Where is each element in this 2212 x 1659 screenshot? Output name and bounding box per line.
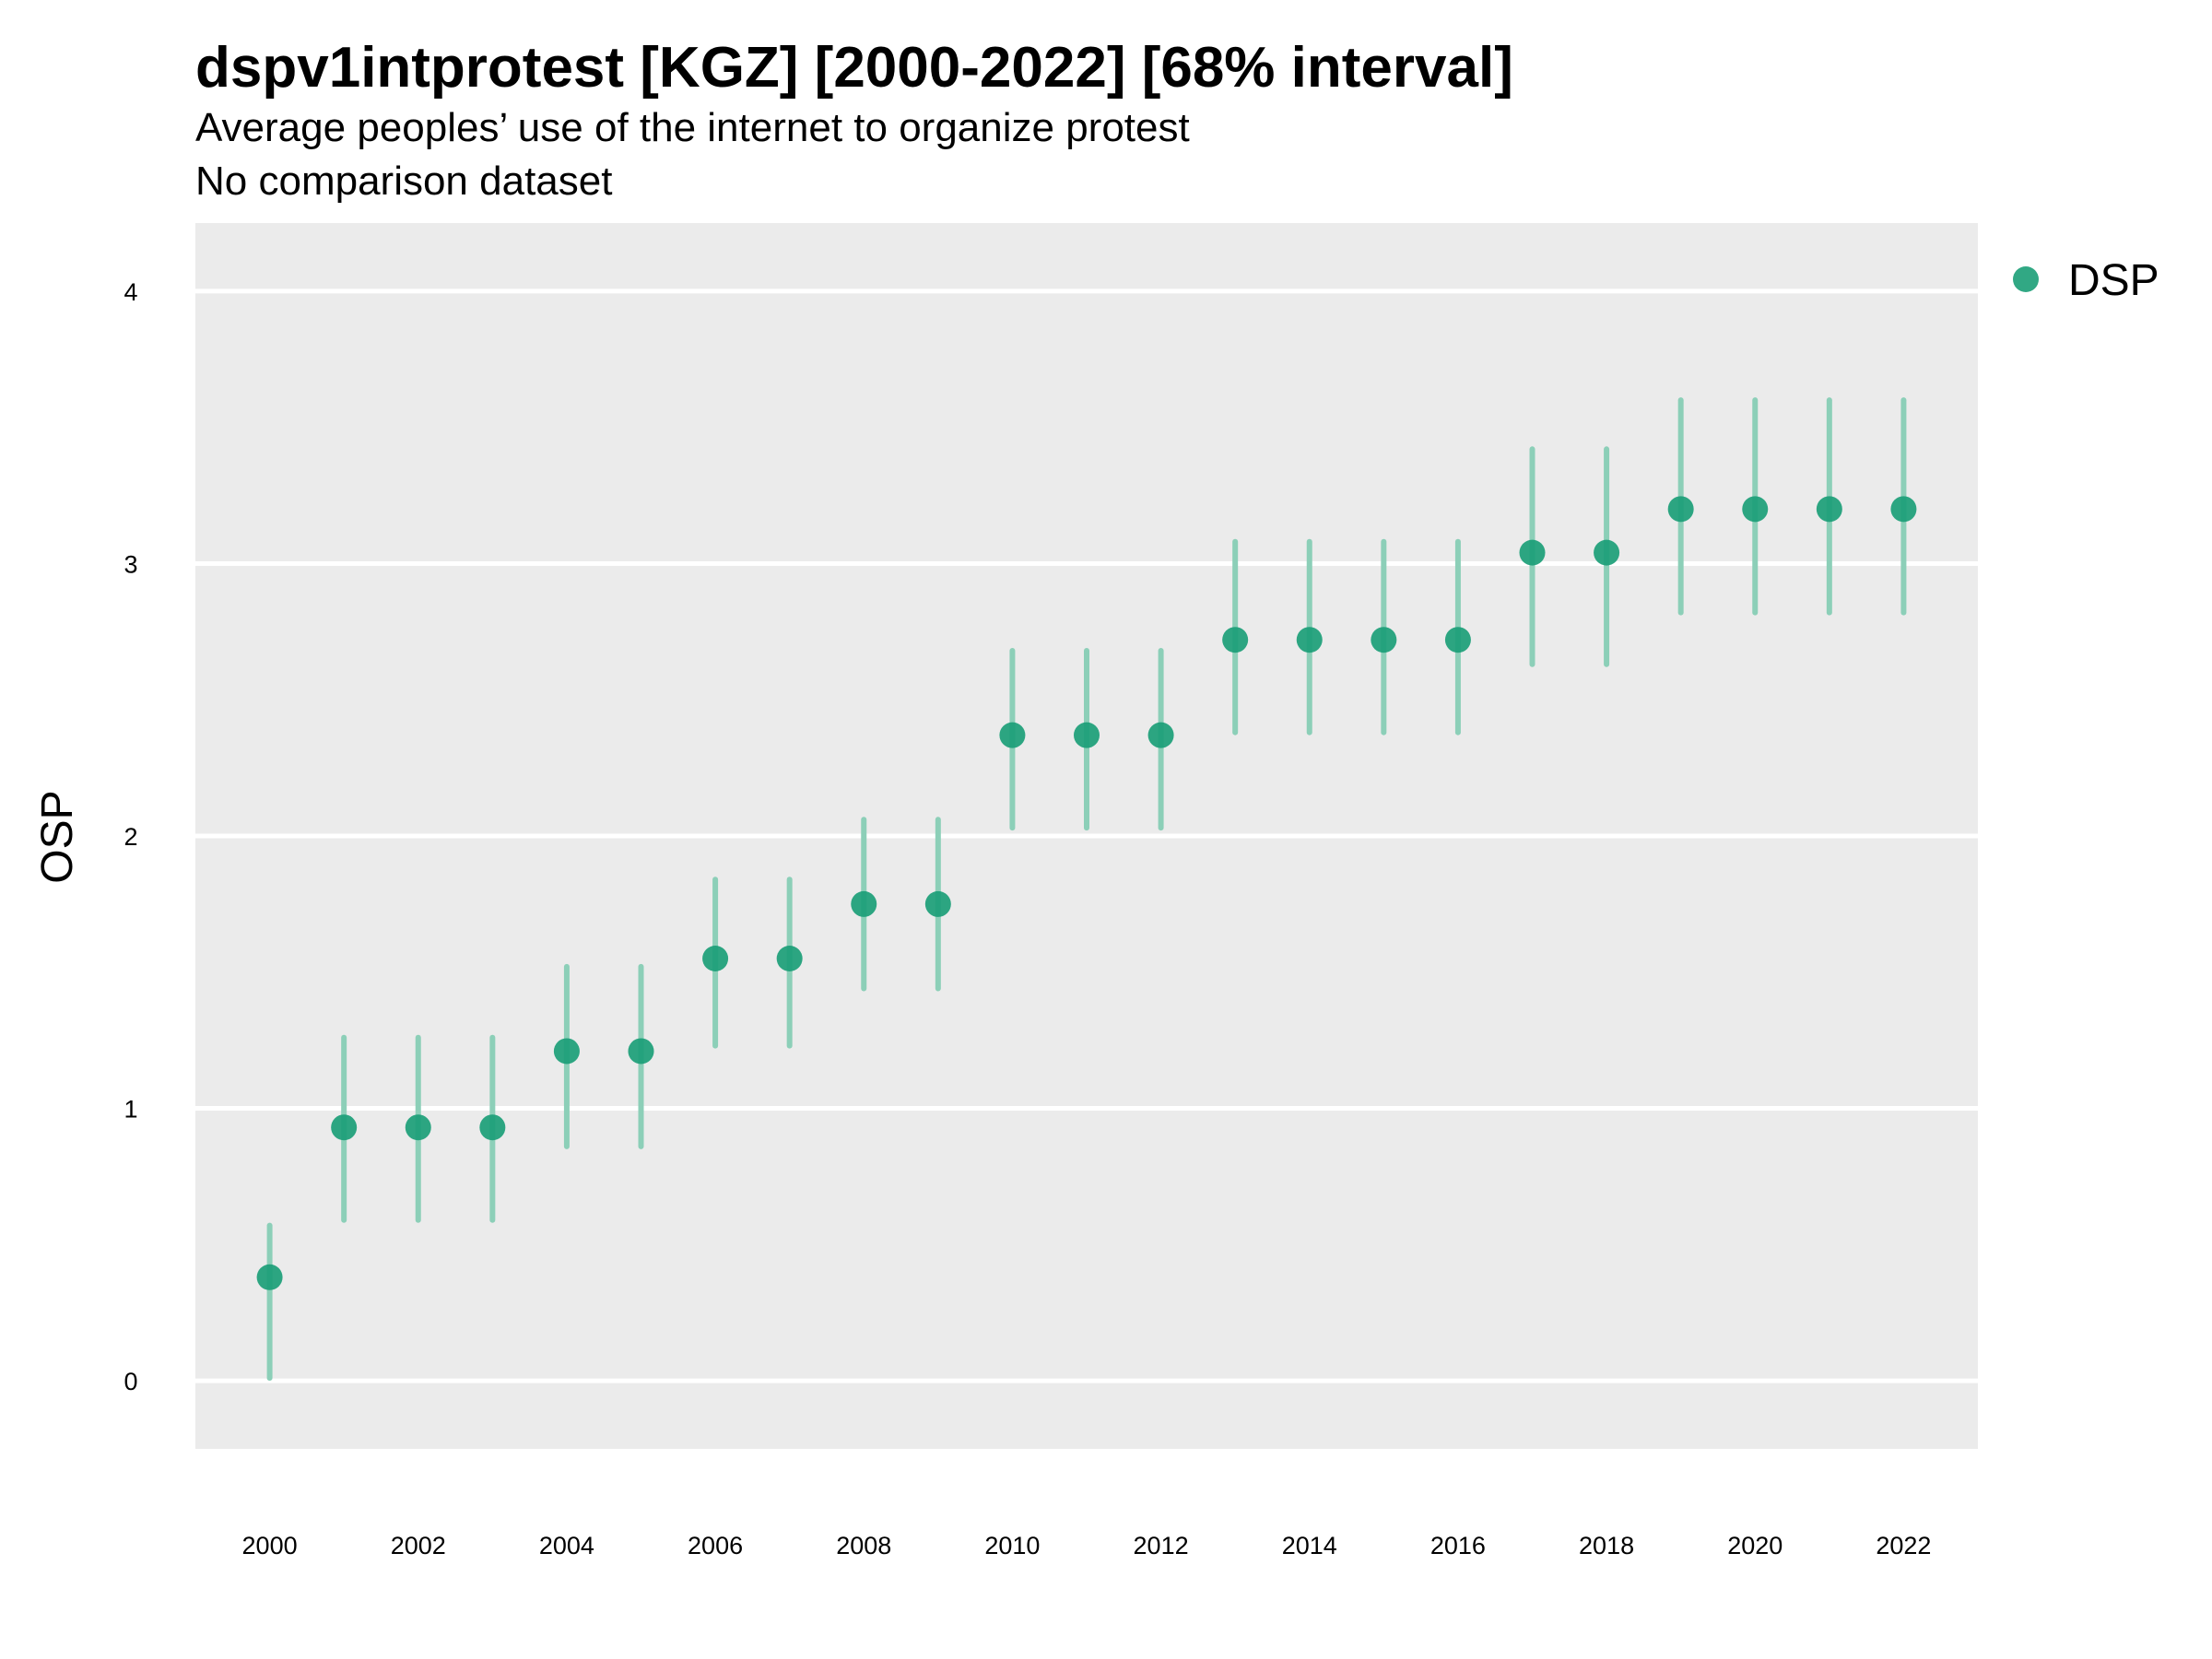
data-point-2018 [1594,539,1620,566]
x-tick-label-2018: 2018 [1579,1532,1634,1559]
y-tick-label-2: 2 [124,823,137,851]
data-point-2011 [1074,722,1100,748]
data-point-2014 [1296,627,1323,653]
data-points [256,496,1917,1290]
data-point-2000 [256,1264,283,1290]
x-tick-label-2020: 2020 [1727,1532,1783,1559]
data-point-2010 [999,722,1026,748]
legend-marker-dsp [2013,266,2039,292]
data-point-2008 [851,890,877,917]
data-point-2021 [1816,496,1842,523]
y-tick-label-1: 1 [124,1096,137,1124]
data-point-2001 [331,1114,358,1141]
legend: DSP [2013,256,2159,305]
chart-title: dspv1intprotest [KGZ] [2000-2022] [68% i… [195,36,1513,100]
x-tick-label-2016: 2016 [1430,1532,1486,1559]
data-point-2005 [628,1038,654,1065]
x-axis-ticks: 2000 2002 2004 2006 2008 2010 2012 2014 2016 2018… [242,1532,1932,1559]
x-tick-label-2006: 2006 [688,1532,743,1559]
y-tick-label-3: 3 [124,550,137,578]
y-axis-ticks: 0 1 2 3 4 [124,278,137,1395]
data-point-2012 [1147,722,1174,748]
data-point-2003 [479,1114,506,1141]
data-point-2022 [1890,496,1917,523]
comparison-note: No comparison dataset [195,159,613,204]
x-tick-label-2010: 2010 [984,1532,1040,1559]
x-tick-label-2012: 2012 [1134,1532,1189,1559]
data-point-2016 [1444,627,1471,653]
x-tick-label-2004: 2004 [539,1532,594,1559]
data-point-2004 [553,1038,580,1065]
data-point-2009 [924,890,951,917]
x-tick-label-2014: 2014 [1282,1532,1337,1559]
x-tick-label-2022: 2022 [1876,1532,1931,1559]
y-tick-label-0: 0 [124,1368,137,1395]
legend-label-dsp: DSP [2068,256,2159,305]
data-point-2007 [776,946,803,971]
x-tick-label-2000: 2000 [242,1532,298,1559]
x-tick-label-2002: 2002 [391,1532,446,1559]
data-point-2013 [1222,627,1249,653]
data-point-2006 [702,946,729,971]
data-point-2017 [1519,539,1546,566]
y-axis-label: OSP [33,790,82,883]
data-point-2019 [1667,496,1694,523]
x-tick-label-2008: 2008 [836,1532,891,1559]
data-point-2002 [405,1114,431,1141]
y-tick-label-4: 4 [124,278,137,306]
data-point-2015 [1371,627,1397,653]
data-point-2020 [1742,496,1769,523]
chart-subtitle: Average peoples’ use of the internet to … [195,105,1190,150]
